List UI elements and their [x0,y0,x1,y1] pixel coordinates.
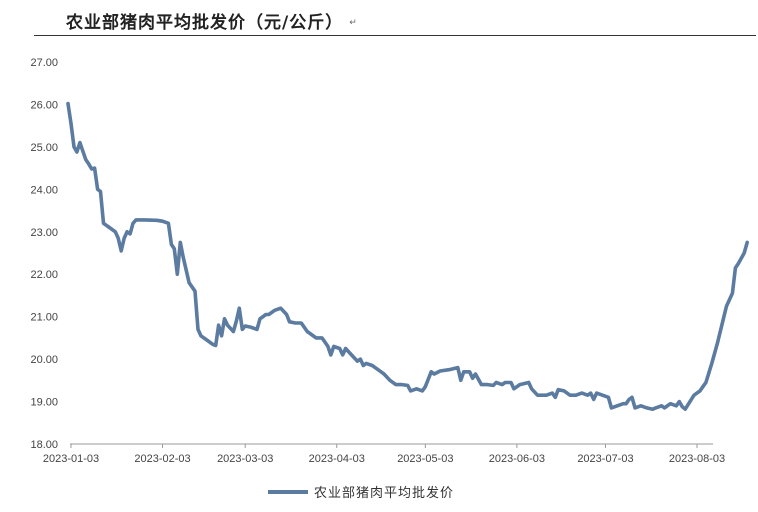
legend-swatch [268,489,308,494]
y-tick-label: 21.00 [30,312,58,324]
y-tick-label: 23.00 [30,227,58,239]
chart-series [66,101,749,411]
series-line-0 [66,101,749,411]
y-tick-label: 27.00 [30,57,58,69]
return-mark: ↵ [349,18,357,28]
x-tick-label: 2023-03-03 [217,453,273,465]
chart-title: 农业部猪肉平均批发价（元/公斤） [66,12,344,33]
x-tick-label: 2023-05-03 [397,453,453,465]
x-tick-label: 2023-06-03 [489,453,545,465]
y-tick-label: 19.00 [30,397,58,409]
x-tick-label: 2023-08-03 [669,453,725,465]
legend: 农业部猪肉平均批发价 [268,482,454,501]
x-tick-label: 2023-04-03 [309,453,365,465]
chart-axes: 18.00 19.00 20.00 21.00 22.00 23.00 24.00 25.00… [30,57,725,465]
title-underline [34,35,756,36]
y-tick-label: 18.00 [30,439,58,451]
x-tick-label: 2023-01-03 [43,453,99,465]
y-tick-label: 24.00 [30,184,58,196]
chart-title-bar: 农业部猪肉平均批发价（元/公斤） ↵ [66,6,357,34]
y-tick-label: 26.00 [30,99,58,111]
x-tick-label: 2023-02-03 [134,453,190,465]
y-tick-label: 25.00 [30,142,58,154]
y-tick-label: 22.00 [30,269,58,281]
legend-label: 农业部猪肉平均批发价 [314,486,455,501]
x-tick-label: 2023-07-03 [577,453,633,465]
y-tick-label: 20.00 [30,354,58,366]
